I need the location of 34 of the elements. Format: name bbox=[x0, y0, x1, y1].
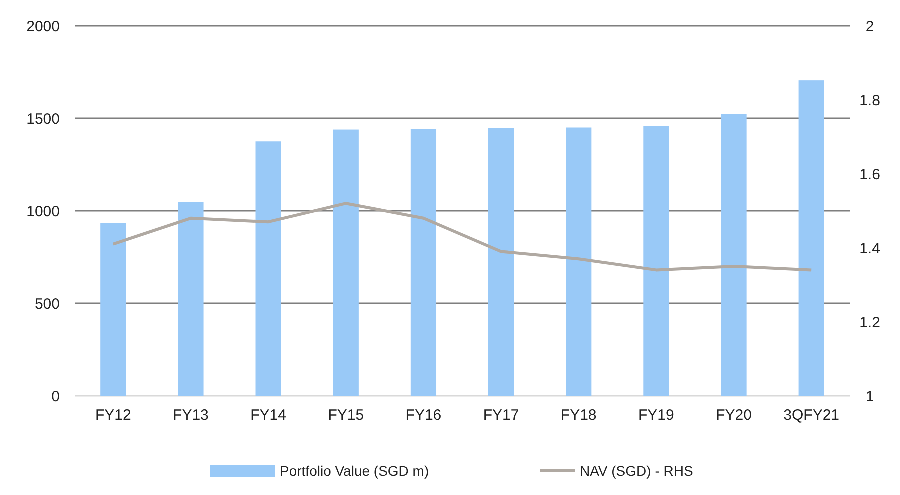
y2-tick-label: 1.8 bbox=[860, 92, 880, 110]
y-tick-label: 500 bbox=[34, 296, 60, 313]
legend-label: NAV (SGD) - RHS bbox=[580, 462, 694, 479]
y-tick-label: 0 bbox=[52, 388, 60, 406]
x-tick-label: FY20 bbox=[716, 407, 752, 424]
y2-tick-label: 1.2 bbox=[860, 314, 880, 332]
y2-tick-label: 1.6 bbox=[860, 166, 880, 184]
x-tick-label: FY13 bbox=[173, 407, 209, 424]
x-tick-label: FY12 bbox=[95, 407, 132, 424]
x-tick-label: FY17 bbox=[483, 407, 520, 424]
bar bbox=[178, 202, 204, 396]
y-tick-label: 1500 bbox=[26, 110, 60, 128]
y-tick-label: 2000 bbox=[26, 18, 60, 36]
x-tick-label: FY14 bbox=[250, 407, 286, 424]
legend-label: Portfolio Value (SGD m) bbox=[280, 462, 430, 479]
x-tick-label: FY18 bbox=[560, 407, 597, 424]
bar bbox=[333, 130, 359, 396]
bar bbox=[566, 128, 592, 396]
x-tick-label: FY16 bbox=[406, 407, 442, 424]
bar bbox=[256, 142, 282, 396]
bar bbox=[100, 223, 126, 396]
y2-tick-label: 2 bbox=[866, 18, 874, 36]
bar bbox=[488, 128, 514, 396]
line-series bbox=[112, 202, 814, 272]
bar bbox=[410, 129, 437, 396]
bar bbox=[798, 80, 824, 396]
y-tick-label: 1000 bbox=[26, 203, 60, 220]
x-tick-label: FY19 bbox=[638, 407, 674, 424]
x-tick-label: 3QFY21 bbox=[784, 407, 840, 424]
x-tick-label: FY15 bbox=[328, 407, 364, 424]
bar bbox=[644, 126, 670, 396]
y2-tick-label: 1.4 bbox=[860, 240, 880, 258]
y2-tick-label: 1 bbox=[866, 388, 874, 406]
bar bbox=[721, 114, 747, 396]
